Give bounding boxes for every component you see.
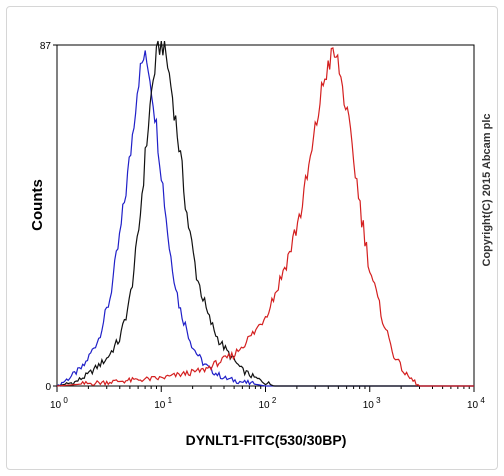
y-tick-label: 0 <box>45 382 51 393</box>
y-axis-title: Counts <box>29 179 46 231</box>
x-tick-label: 10 1 <box>154 396 172 411</box>
plot-area: 10 0 10 1 10 2 10 3 10 4 87 0 <box>40 40 485 411</box>
histogram-series-2 <box>56 40 474 387</box>
x-axis-title: DYNLT1-FITC(530/30BP) <box>186 432 347 448</box>
histogram-series-1 <box>56 50 474 387</box>
x-tick-label: 10 0 <box>50 396 68 411</box>
plot-border <box>56 44 475 387</box>
y-axis-title-text: Counts <box>29 179 46 231</box>
x-tick-label: 10 3 <box>363 396 381 411</box>
figure-frame <box>6 6 498 470</box>
copyright-text: Copyright(C) 2015 Abcam plc <box>481 113 493 266</box>
y-tick-label: 87 <box>40 41 52 52</box>
x-tick-label: 10 2 <box>259 396 277 411</box>
histogram-series-3 <box>56 47 474 387</box>
copyright-notice: Copyright(C) 2015 Abcam plc <box>481 113 493 266</box>
x-tick-label: 10 4 <box>467 396 485 411</box>
